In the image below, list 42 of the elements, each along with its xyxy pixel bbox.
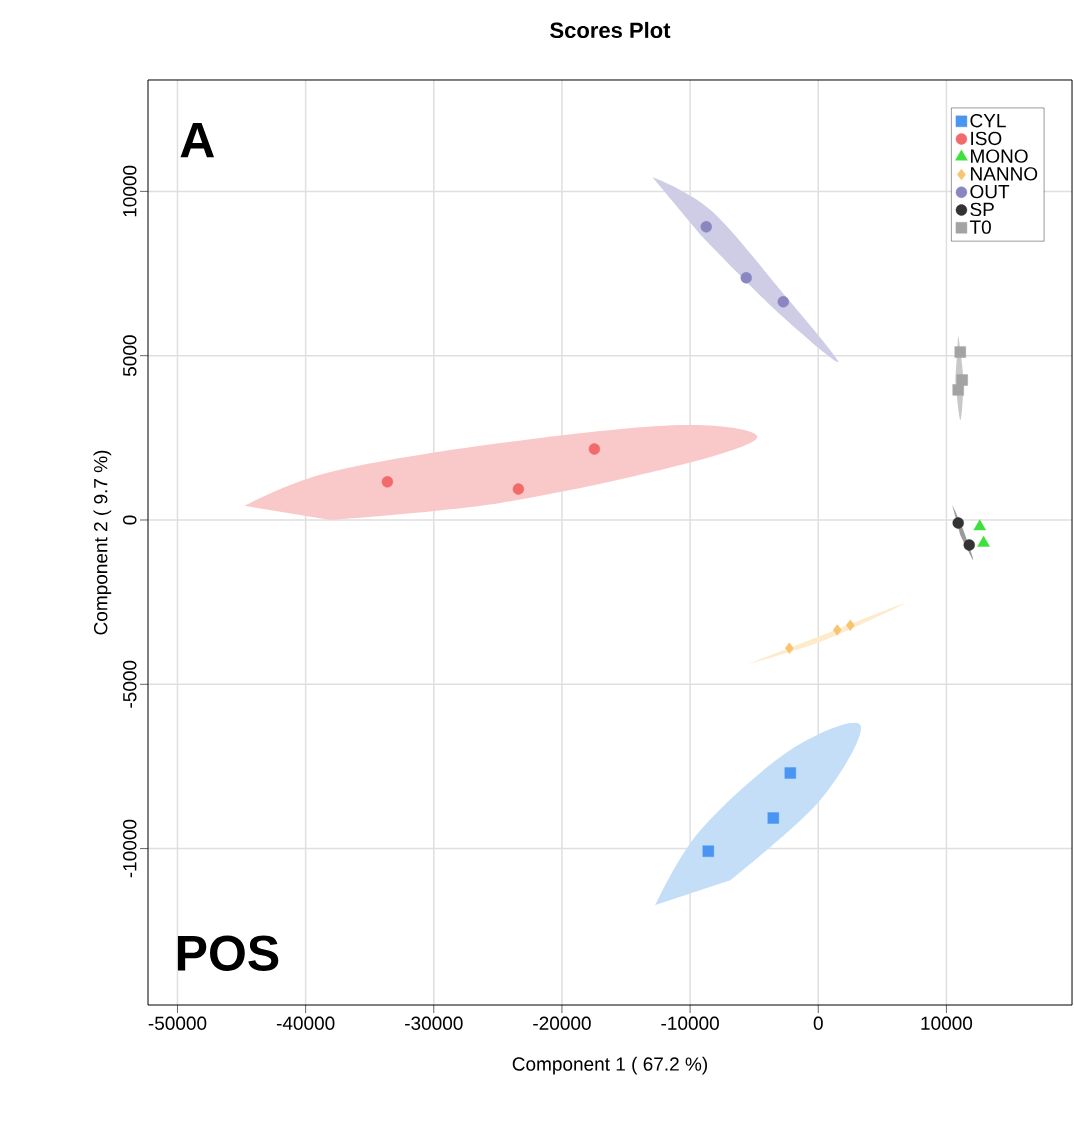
point — [963, 539, 975, 551]
chart-title: Scores Plot — [550, 21, 671, 39]
legend-label: SP — [970, 202, 994, 217]
point — [784, 767, 797, 779]
y-axis-title: Component 2 ( 9.7 %) — [93, 450, 112, 635]
x-tick-label: -50000 — [148, 1016, 207, 1030]
point — [954, 346, 966, 358]
legend-label: OUT — [970, 184, 1010, 199]
point — [977, 535, 990, 547]
legend-label: NANNO — [971, 167, 1038, 181]
point — [973, 519, 986, 531]
legend-label: T0 — [969, 220, 991, 234]
y-tick-label: 10000 — [123, 165, 137, 217]
annotation: A — [180, 122, 215, 158]
point — [740, 272, 752, 284]
legend-label: MONO — [971, 149, 1028, 163]
annotation: POS — [177, 935, 279, 971]
x-tick-label: 0 — [813, 1016, 823, 1030]
x-tick-label: 10000 — [921, 1016, 973, 1030]
x-tick-label: -10000 — [661, 1016, 719, 1030]
point — [952, 384, 964, 396]
point — [767, 812, 779, 824]
x-axis-title: Component 1 ( 67.2 %) — [512, 1056, 708, 1075]
x-tick-label: -20000 — [533, 1016, 591, 1030]
point — [845, 619, 855, 631]
point — [702, 845, 714, 857]
point — [777, 296, 789, 308]
point — [381, 476, 394, 488]
legend-label: CYL — [970, 113, 1006, 128]
legend-label: ISO — [971, 131, 1002, 146]
point — [784, 642, 794, 654]
y-tick-label: -5000 — [123, 660, 137, 708]
point — [700, 221, 712, 233]
y-tick-label: -10000 — [123, 819, 137, 878]
y-tick-label: 5000 — [123, 335, 137, 377]
point — [588, 443, 601, 455]
point — [832, 624, 842, 636]
point — [512, 483, 525, 495]
point — [952, 517, 964, 529]
x-tick-label: -30000 — [405, 1016, 463, 1030]
y-tick-label: 0 — [123, 515, 137, 525]
x-tick-label: -40000 — [276, 1016, 335, 1030]
